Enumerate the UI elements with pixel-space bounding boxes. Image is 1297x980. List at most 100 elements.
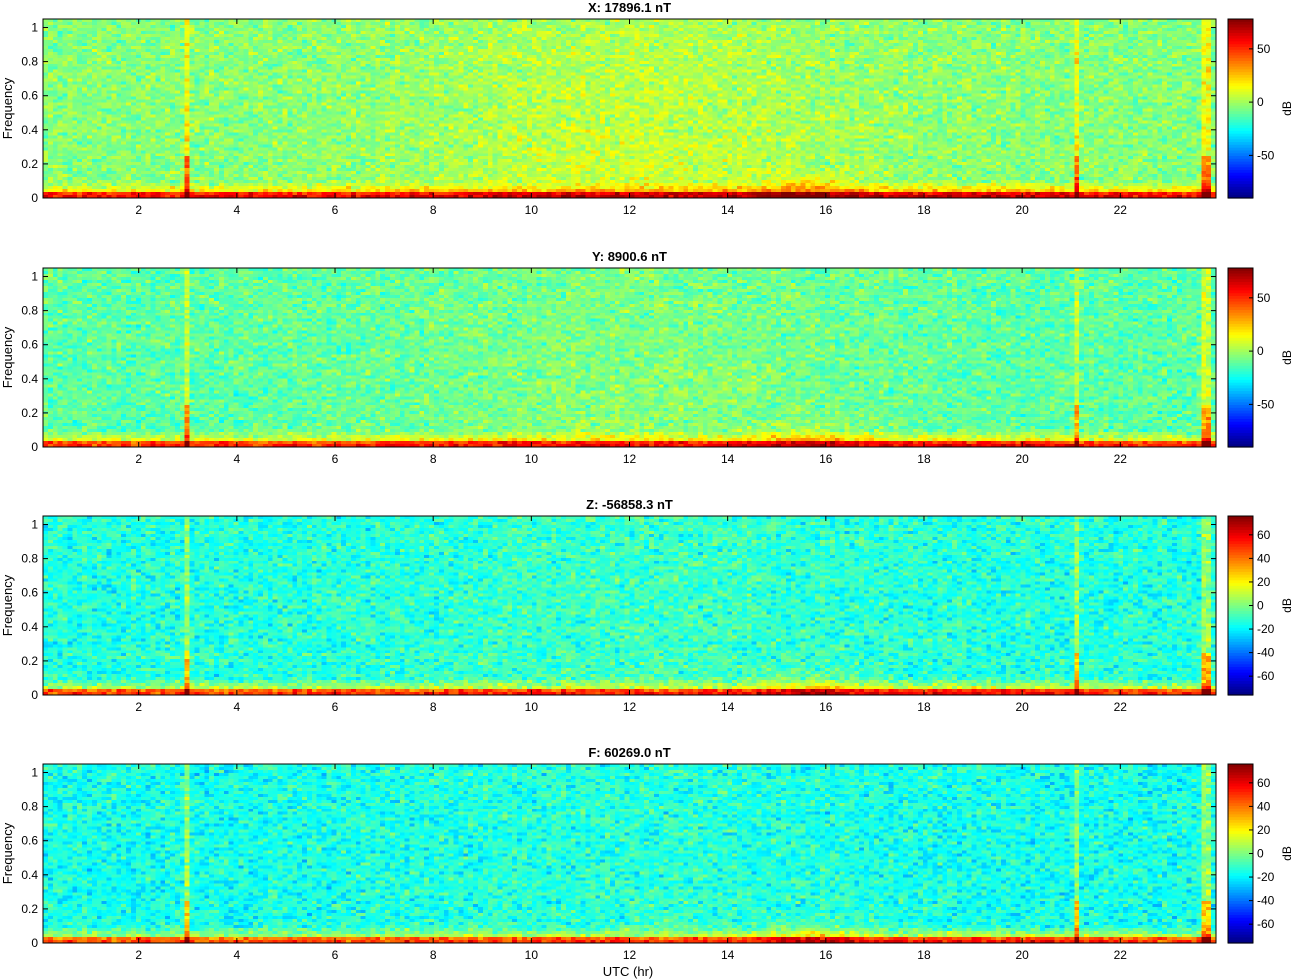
colorbar-tick-label: -20 [1257, 622, 1275, 636]
figure-xlabel: UTC (hr) [603, 964, 654, 979]
colorbar-segment [1228, 881, 1253, 885]
colorbar-segment [1228, 689, 1253, 693]
panel-2: Z: -56858.3 nT2 4 6 8 10 12 14 16 18 20 2200.20.40… [0, 497, 1294, 714]
x-tick-label: 22 [1114, 203, 1128, 217]
colorbar-segment [1228, 811, 1253, 815]
colorbar-tick-label: -40 [1257, 646, 1275, 660]
colorbar-segment [1228, 144, 1253, 149]
colorbar-segment [1228, 864, 1253, 869]
x-tick-label: 14 [721, 203, 735, 217]
x-tick-label: 14 [721, 948, 735, 962]
x-tick-label: 10 [525, 452, 539, 466]
x-tick-label: 14 [721, 452, 735, 466]
colorbar-segment [1228, 831, 1253, 835]
colorbar-segment [1228, 557, 1253, 562]
colorbar-segment [1228, 388, 1253, 392]
colorbar-segment [1228, 441, 1253, 445]
colorbar-segment [1228, 608, 1253, 612]
y-tick-label: 1 [31, 21, 38, 35]
colorbar-segment [1228, 161, 1253, 166]
colorbar-segment [1228, 170, 1253, 174]
colorbar-segment [1228, 164, 1253, 168]
colorbar-segment [1228, 405, 1253, 409]
colorbar-segment [1228, 52, 1253, 56]
x-tick-label: 10 [525, 700, 539, 714]
colorbar-segment [1228, 574, 1253, 579]
colorbar-segment [1228, 49, 1253, 54]
colorbar-segment [1228, 293, 1253, 297]
colorbar-tick-label: 60 [1257, 776, 1271, 790]
colorbar-tick-label: 0 [1257, 847, 1264, 861]
colorbar-segment [1228, 298, 1253, 303]
colorbar-segment [1228, 346, 1253, 350]
colorbar-segment [1228, 777, 1253, 782]
colorbar-segment [1228, 808, 1253, 813]
colorbar-segment [1228, 630, 1253, 635]
colorbar-segment [1228, 86, 1253, 90]
colorbar-segment [1228, 307, 1253, 311]
colorbar-tick-label: 60 [1257, 528, 1271, 542]
colorbar-segment [1228, 94, 1253, 98]
colorbar-tick-label: -50 [1257, 397, 1275, 411]
x-tick-label: 8 [430, 948, 437, 962]
colorbar-segment [1228, 102, 1253, 107]
x-tick-label: 22 [1114, 948, 1128, 962]
colorbar-segment [1228, 433, 1253, 437]
colorbar-segment [1228, 853, 1253, 857]
colorbar-segment [1228, 571, 1253, 576]
colorbar-segment [1228, 323, 1253, 328]
colorbar-segment [1228, 783, 1253, 787]
colorbar-segment [1228, 72, 1253, 76]
colorbar-segment [1228, 805, 1253, 810]
y-tick-label: 0 [31, 440, 38, 454]
colorbar-segment [1228, 597, 1253, 601]
colorbar-segment [1228, 58, 1253, 62]
colorbar-segment [1228, 892, 1253, 897]
colorbar-segment [1228, 611, 1253, 615]
colorbar-segment [1228, 692, 1253, 696]
x-tick-label: 18 [917, 700, 931, 714]
colorbar-segment [1228, 142, 1253, 146]
colorbar-label: dB [1280, 598, 1294, 613]
colorbar-segment [1228, 647, 1253, 651]
colorbar-segment [1228, 114, 1253, 118]
spectrogram-image [43, 516, 1216, 695]
colorbar-segment [1228, 287, 1253, 291]
colorbar-segment [1228, 789, 1253, 793]
colorbar-segment [1228, 822, 1253, 827]
colorbar-tick-label: -60 [1257, 669, 1275, 683]
colorbar-segment [1228, 856, 1253, 860]
colorbar-segment [1228, 915, 1253, 919]
colorbar-segment [1228, 393, 1253, 398]
colorbar-segment [1228, 374, 1253, 378]
colorbar-segment [1228, 594, 1253, 598]
colorbar-segment [1228, 641, 1253, 646]
colorbar-segment [1228, 602, 1253, 607]
colorbar-segment [1228, 111, 1253, 115]
colorbar-segment [1228, 365, 1253, 370]
colorbar-segment [1228, 379, 1253, 384]
colorbar-segment [1228, 396, 1253, 401]
colorbar-segment [1228, 139, 1253, 143]
colorbar-tick-label: 0 [1257, 95, 1264, 109]
colorbar-segment [1228, 335, 1253, 339]
colorbar-segment [1228, 803, 1253, 807]
x-tick-label: 20 [1015, 700, 1029, 714]
x-tick-label: 12 [623, 452, 637, 466]
colorbar-segment [1228, 343, 1253, 347]
colorbar-segment [1228, 898, 1253, 902]
x-tick-label: 8 [430, 452, 437, 466]
colorbar-segment [1228, 937, 1253, 941]
colorbar-segment [1228, 794, 1253, 799]
y-tick-label: 0.2 [21, 902, 38, 916]
colorbar-segment [1228, 639, 1253, 643]
colorbar-label: dB [1280, 101, 1294, 116]
x-tick-label: 20 [1015, 948, 1029, 962]
colorbar-segment [1228, 588, 1253, 593]
colorbar-tick-label: 40 [1257, 799, 1271, 813]
x-tick-label: 6 [332, 452, 339, 466]
colorbar-segment [1228, 591, 1253, 595]
colorbar-segment [1228, 410, 1253, 415]
colorbar-segment [1228, 917, 1253, 922]
